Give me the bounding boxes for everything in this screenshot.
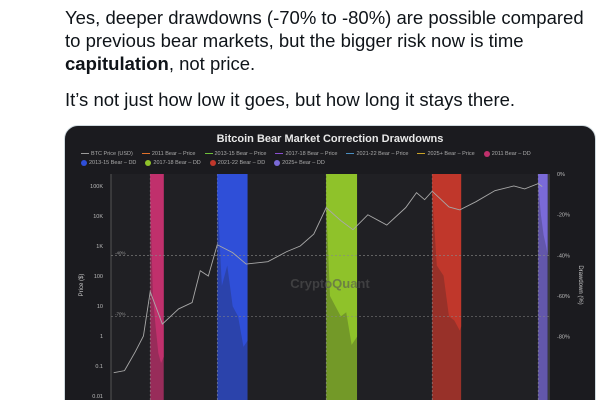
- watermark: CryptoQuant: [290, 276, 370, 291]
- reference-line-label: -70%: [115, 311, 126, 316]
- legend-label: 2025+ Bear – Price: [427, 151, 475, 157]
- tweet-text: Yes, deeper drawdowns (-70% to -80%) are…: [65, 6, 595, 124]
- y2-tick-label: 0%: [557, 172, 565, 178]
- tweet-paragraph-2: It’s not just how low it goes, but how l…: [65, 89, 516, 110]
- drawdown-area: [217, 174, 248, 347]
- legend-item: 2011 Bear – DD: [483, 150, 531, 159]
- legend-marker: [417, 153, 426, 155]
- y2-tick-label: -20%: [557, 213, 570, 219]
- y-tick-label: 1: [100, 334, 103, 340]
- legend-marker: [81, 159, 87, 166]
- legend-item: 2021-22 Bear – Price: [346, 150, 408, 159]
- legend-item: BTC Price (USD): [81, 150, 133, 159]
- legend-marker: [141, 153, 150, 155]
- legend-label: 2017-18 Bear – Price: [285, 151, 338, 157]
- legend-marker: [204, 153, 213, 155]
- legend-label: 2017-18 Bear – DD: [153, 160, 201, 166]
- legend-item: 2011 Bear – Price: [141, 150, 196, 159]
- drawdown-area: [326, 174, 358, 345]
- legend-item: 2025+ Bear – Price: [417, 150, 475, 159]
- legend-label: 2013-15 Bear – Price: [214, 151, 267, 157]
- y2-axis-label: Drawdown (%): [577, 265, 583, 304]
- legend-label: 2021-22 Bear – DD: [217, 160, 266, 166]
- y-tick-label: 0.01: [92, 394, 103, 400]
- y-tick-label: 1K: [96, 244, 103, 250]
- chart-legend: BTC Price (USD) 2011 Bear – Price 2013-15 …: [81, 150, 581, 168]
- legend-marker: [145, 159, 152, 166]
- legend-label: 2025+ Bear – DD: [282, 160, 325, 166]
- chart-title: Bitcoin Bear Market Correction Drawdowns: [216, 133, 444, 145]
- legend-item: 2017-18 Bear – DD: [145, 159, 201, 168]
- reference-line-label: -40%: [115, 250, 126, 255]
- legend-item: 2017-18 Bear – Price: [275, 150, 337, 159]
- legend-label: 2021-22 Bear – Price: [356, 151, 409, 157]
- drawdown-area: [432, 174, 462, 331]
- legend-marker: [81, 153, 89, 155]
- y-tick-label: 100K: [90, 184, 103, 190]
- legend-item: 2025+ Bear – DD: [274, 159, 325, 168]
- y-tick-label: 10: [97, 304, 103, 310]
- legend-item: 2021-22 Bear – DD: [209, 159, 266, 168]
- y-axis-label: Price ($): [79, 274, 85, 297]
- bold-text: capitulation: [65, 53, 169, 74]
- legend-item: 2013-15 Bear – DD: [81, 159, 136, 168]
- drawdown-area: [150, 174, 164, 364]
- btc-price-line: [113, 183, 543, 374]
- legend-marker: [483, 150, 490, 157]
- y-tick-label: 0.1: [95, 364, 103, 370]
- legend-marker: [209, 159, 216, 166]
- legend-marker: [275, 153, 284, 155]
- legend-label: BTC Price (USD): [91, 151, 133, 157]
- chart-svg: 100K 10K 1K 100 10 1 0.1 0.01 0% -20% -40% -60% -80%…: [79, 172, 583, 400]
- chart-image[interactable]: 100K 10K 1K 100 10 1 0.1 0.01 0% -20% -40% -60% -80%…: [64, 125, 596, 400]
- drawdown-band: [538, 174, 548, 400]
- legend-item: 2013-15 Bear – Price: [204, 150, 267, 159]
- y2-tick-label: -60%: [557, 294, 570, 300]
- legend-label: 2011 Bear – DD: [491, 151, 531, 157]
- legend-marker: [346, 153, 355, 155]
- y-tick-label: 10K: [93, 214, 103, 220]
- legend-label: 2013-15 Bear – DD: [89, 160, 137, 166]
- y2-tick-label: -80%: [557, 335, 570, 341]
- drawdown-area: [538, 174, 548, 256]
- y-tick-label: 100: [94, 274, 103, 280]
- y2-tick-label: -40%: [557, 253, 570, 259]
- legend-label: 2011 Bear – Price: [151, 151, 196, 157]
- legend-marker: [274, 159, 281, 166]
- tweet-paragraph-1: Yes, deeper drawdowns (-70% to -80%) are…: [65, 7, 584, 74]
